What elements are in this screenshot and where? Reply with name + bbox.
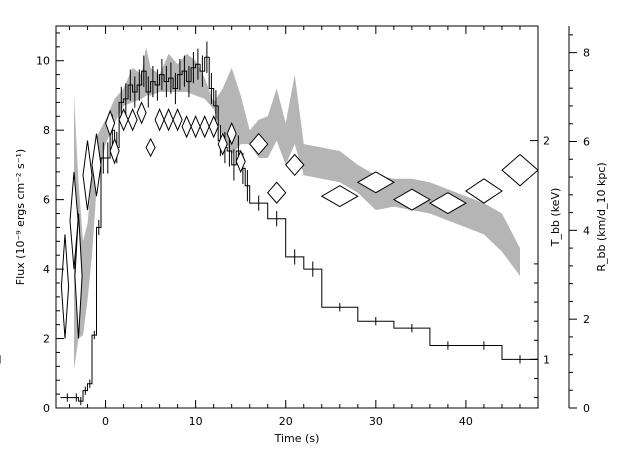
y-axis-label: Flux (10⁻⁹ ergs cm⁻² s⁻¹) — [14, 149, 27, 285]
y-tick-label: 6 — [43, 194, 50, 207]
temperature-point — [74, 213, 83, 339]
radius-tick-label: 8 — [583, 47, 590, 60]
temperature-point — [465, 178, 503, 204]
temperature-point — [172, 108, 183, 132]
temperature-point — [145, 137, 156, 158]
temperature-point — [217, 132, 228, 156]
y-tick-label: 0 — [43, 402, 50, 415]
plot-frame — [55, 25, 539, 409]
temperature-point — [127, 108, 138, 132]
temperature-point — [267, 181, 287, 204]
x-tick-label: 30 — [369, 415, 383, 428]
radius-confidence-band — [74, 46, 520, 370]
temperature-point — [181, 115, 192, 139]
temperature-point — [154, 108, 165, 132]
temperature-point — [118, 108, 129, 132]
temperature-point — [235, 149, 246, 174]
radius-tick-label: 6 — [583, 135, 590, 148]
temperature-point — [428, 192, 467, 215]
temperature-point — [356, 171, 395, 194]
temperature-point — [208, 115, 219, 139]
temperature-point — [226, 121, 237, 146]
temperature-point — [82, 140, 93, 211]
radius-axis-label: R_bb (km/d_10 kpc) — [595, 162, 608, 271]
y-tick-label: 4 — [43, 263, 50, 276]
temperature-axis-label: T_bb (keV) — [549, 188, 562, 248]
temperature-point — [199, 115, 210, 139]
temperature-point — [190, 115, 201, 139]
x-axis-label: Time (s) — [274, 432, 320, 445]
plot-area — [0, 41, 539, 406]
temperature-point — [69, 171, 79, 270]
x-tick-label: 10 — [189, 415, 203, 428]
temperature-point — [392, 188, 431, 211]
temperature-point — [320, 185, 359, 208]
radius-tick-label: 4 — [583, 224, 590, 237]
x-tick-label: 20 — [279, 415, 293, 428]
temperature-point — [60, 234, 70, 339]
temperature-tick-label: 1 — [543, 353, 550, 366]
temperature-point — [105, 109, 116, 137]
y-tick-label: 2 — [43, 333, 50, 346]
temperature-point — [249, 132, 269, 156]
temperature-tick-label: 2 — [543, 135, 550, 148]
x-tick-label: 0 — [102, 415, 109, 428]
temperature-point — [285, 153, 305, 177]
x-tick-label: 40 — [459, 415, 473, 428]
temperature-point — [136, 101, 147, 125]
flux-histogram — [60, 56, 538, 402]
y-tick-label: 10 — [36, 55, 50, 68]
radius-tick-label: 0 — [583, 402, 590, 415]
temperature-point — [501, 153, 539, 187]
temperature-point — [109, 137, 120, 165]
y-tick-label: 8 — [43, 124, 50, 137]
temperature-point — [91, 133, 102, 197]
radius-tick-label: 2 — [583, 313, 590, 326]
temperature-point — [163, 108, 174, 132]
